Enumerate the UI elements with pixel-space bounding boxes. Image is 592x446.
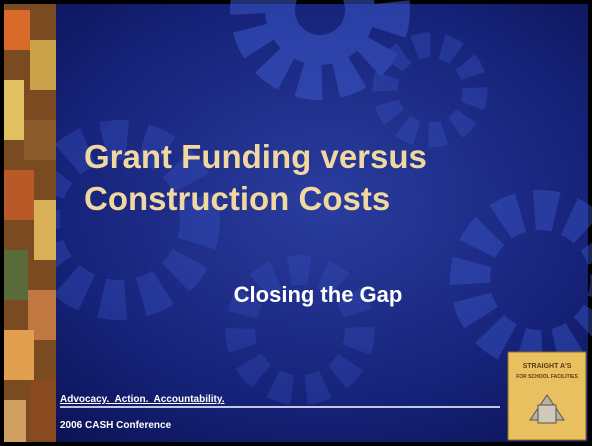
title-line: Grant Funding versus [84, 138, 427, 175]
subtitle: Closing the Gap [234, 282, 403, 307]
background [4, 4, 588, 442]
slide: Grant Funding versus Construction Costs … [0, 0, 592, 446]
page: Grant Funding versus Construction Costs … [0, 0, 592, 446]
event: 2006 CASH Conference [60, 420, 172, 431]
title-line: Construction Costs [84, 180, 390, 217]
logo-text: FOR SCHOOL FACILITIES [516, 374, 578, 380]
mosaic-strip [4, 4, 56, 442]
logo: STRAIGHT A'S FOR SCHOOL FACILITIES [508, 352, 586, 440]
tagline: Advocacy. Action. Accountability. [60, 394, 225, 405]
logo-text: STRAIGHT A'S [523, 363, 572, 370]
